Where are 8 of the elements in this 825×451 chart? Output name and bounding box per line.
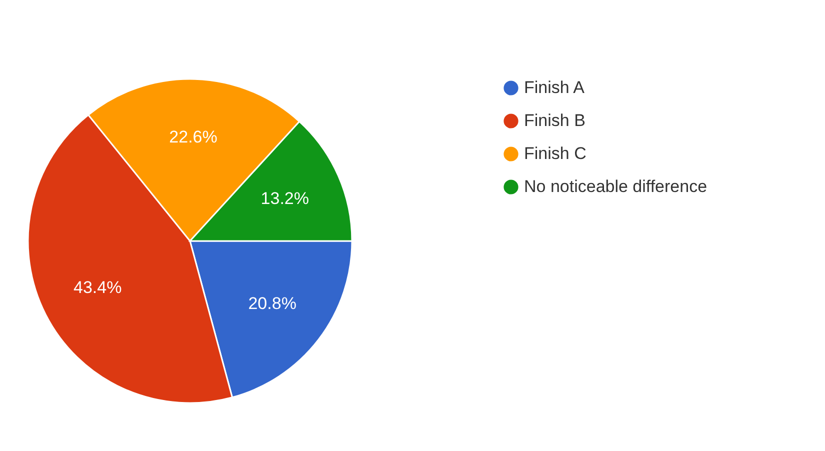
legend-label: Finish B: [524, 111, 586, 130]
data-label: 20.8%: [248, 294, 296, 314]
data-label: 13.2%: [260, 189, 309, 208]
legend-label: Finish C: [524, 144, 586, 163]
data-label: 22.6%: [169, 127, 218, 146]
legend-label: Finish A: [524, 78, 586, 97]
data-label: 43.4%: [74, 278, 122, 298]
legend-label: No noticeable difference: [524, 177, 708, 196]
